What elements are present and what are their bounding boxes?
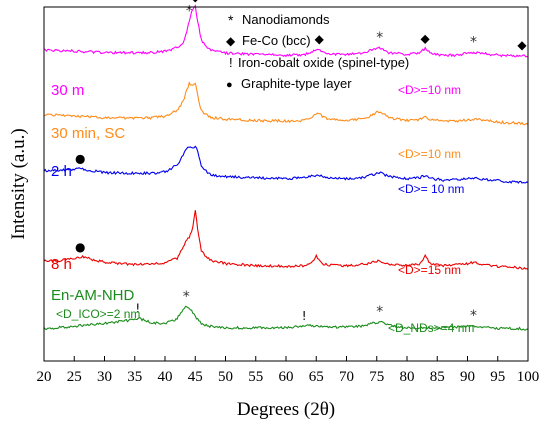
peak-marker-6: ◆ (517, 38, 527, 52)
peak-marker-11: ! (302, 309, 307, 323)
series-line-30-min-sc (43, 80, 529, 126)
size-label-30min-sc: <D>=10 nm (398, 147, 461, 161)
x-tick-label-90: 90 (460, 369, 475, 385)
x-tick-label-100: 100 (517, 369, 540, 385)
series-layer (43, 4, 529, 331)
y-axis-title: Intensity (a.u.) (8, 128, 29, 239)
series-label-en-am-nhd: En-AM-NHD (51, 287, 135, 304)
peak-marker-2: ◆ (315, 32, 325, 46)
x-tick-label-40: 40 (158, 369, 173, 385)
size-label-nds: <D_NDs>=4 nm (388, 321, 474, 335)
x-tick-label-55: 55 (248, 369, 263, 385)
size-label-8h: <D>=15 nm (398, 263, 461, 277)
peak-marker-0: * (186, 4, 193, 20)
legend-symbol-feco: ◆ (226, 34, 236, 48)
x-tick-label-45: 45 (188, 369, 203, 385)
legend-label-feco: Fe-Co (bcc) (242, 33, 311, 48)
legend: * Nanodiamonds ◆ Fe-Co (bcc) ! Iron-coba… (226, 12, 409, 91)
x-tick-label-30: 30 (97, 369, 112, 385)
peak-marker-3: * (376, 30, 383, 46)
x-axis-title: Degrees (2θ) (237, 399, 335, 420)
peak-marker-7: ● (75, 152, 85, 166)
series-label-30min-sc: 30 min, SC (51, 125, 125, 142)
x-tick-label-80: 80 (400, 369, 415, 385)
x-tick-label-75: 75 (369, 369, 384, 385)
legend-symbol-nanodiamonds: * (228, 12, 234, 28)
size-labels: <D>=10 nm <D>=10 nm <D>= 10 nm <D>=15 nm… (56, 83, 474, 335)
series-line-en-am-nhd (43, 305, 529, 331)
legend-label-nanodiamonds: Nanodiamonds (242, 12, 330, 27)
x-tick-label-35: 35 (127, 369, 142, 385)
x-tick-label-65: 65 (309, 369, 324, 385)
legend-label-graphite: Graphite-type layer (241, 76, 352, 91)
x-tick-label-85: 85 (430, 369, 445, 385)
peak-marker-5: * (470, 35, 477, 51)
series-line-30-m (43, 4, 529, 58)
size-label-30m: <D>=10 nm (398, 83, 461, 97)
legend-symbol-graphite: ● (226, 79, 233, 91)
x-tick-label-25: 25 (67, 369, 82, 385)
size-label-2h: <D>= 10 nm (398, 182, 464, 196)
peak-marker-13: * (470, 308, 477, 324)
series-line-8-h (43, 210, 529, 270)
series-label-2h: 2 h (51, 163, 72, 180)
peak-marker-1: ◆ (191, 0, 201, 4)
series-labels: 30 m 30 min, SC 2 h 8 h En-AM-NHD (51, 82, 135, 304)
series-label-8h: 8 h (51, 256, 72, 273)
series-line-2-h (43, 145, 529, 184)
peak-markers: *◆◆*◆*◆●●*!!** (75, 0, 527, 324)
peak-marker-9: * (183, 289, 190, 305)
x-tick-label-50: 50 (218, 369, 233, 385)
x-tick-label-95: 95 (490, 369, 505, 385)
x-tick-label-60: 60 (279, 369, 294, 385)
peak-marker-12: * (376, 304, 383, 320)
legend-symbol-oxide: ! (229, 55, 233, 70)
series-label-30m: 30 m (51, 82, 84, 99)
x-tick-label-20: 20 (37, 369, 52, 385)
x-axis-ticks: 20 25 30 35 40 45 50 55 60 65 70 75 80 85 90 95 100 (37, 356, 540, 385)
peak-marker-8: ● (75, 240, 85, 254)
legend-label-oxide: Iron-cobalt oxide (spinel-type) (238, 55, 409, 70)
x-tick-label-70: 70 (339, 369, 354, 385)
peak-marker-10: ! (135, 301, 140, 315)
peak-marker-4: ◆ (420, 32, 430, 46)
size-label-ico: <D_ICO>=2 nm (56, 307, 140, 321)
